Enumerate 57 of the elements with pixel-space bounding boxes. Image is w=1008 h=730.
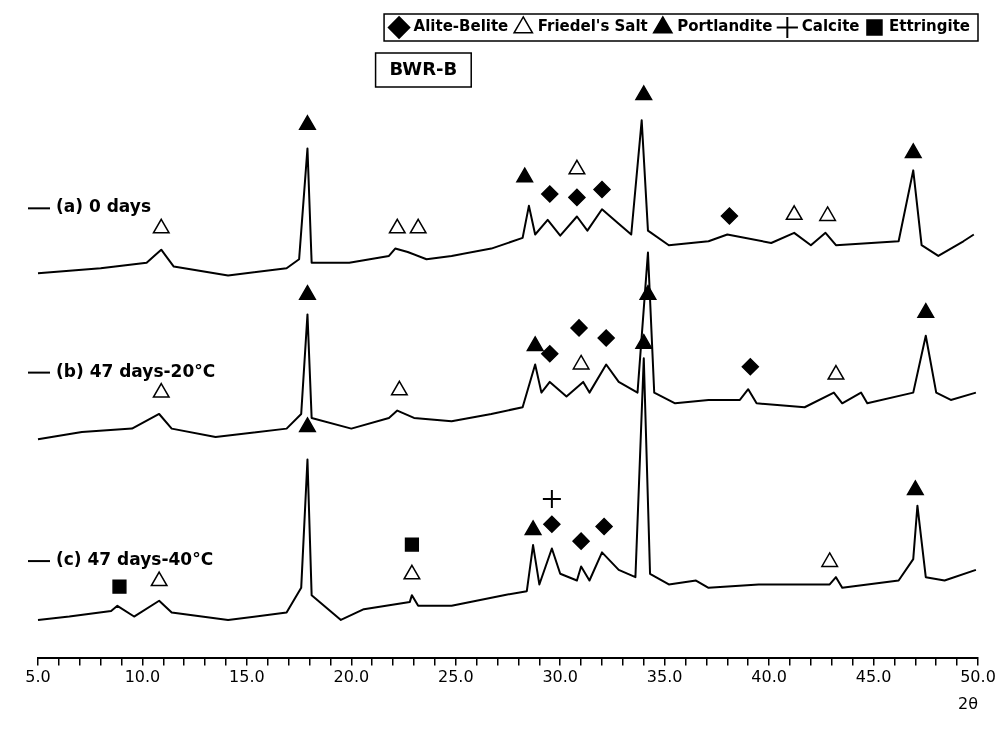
point xyxy=(298,417,317,433)
point xyxy=(152,218,170,234)
point xyxy=(541,488,562,509)
point xyxy=(543,515,561,534)
point xyxy=(388,218,406,234)
point xyxy=(568,159,586,175)
x-tick-label: 30.0 xyxy=(542,667,579,687)
legend-label: Ettringite xyxy=(888,17,970,36)
point xyxy=(572,354,590,370)
point xyxy=(516,167,534,183)
point xyxy=(404,537,420,552)
point xyxy=(524,520,542,536)
point xyxy=(152,382,170,398)
point xyxy=(298,115,317,131)
x-tick-label: 20.0 xyxy=(333,667,370,687)
legend-label: (b) 47 days-20°C xyxy=(56,360,216,381)
point xyxy=(720,207,739,225)
point xyxy=(570,319,588,337)
point xyxy=(541,185,559,203)
point xyxy=(150,571,168,587)
point xyxy=(819,206,837,222)
point xyxy=(298,284,317,300)
x-tick-label: 5.0 xyxy=(25,667,51,687)
legend-label: Calcite xyxy=(801,17,860,36)
point xyxy=(917,302,935,318)
legend-label: Portlandite xyxy=(677,17,773,36)
point xyxy=(785,205,803,221)
point xyxy=(112,579,127,594)
chart-title: BWR-B xyxy=(389,57,458,79)
point xyxy=(526,336,544,352)
point xyxy=(541,345,559,363)
legend-label: Friedel's Salt xyxy=(537,17,648,36)
x-tick-label: 15.0 xyxy=(229,667,265,687)
point xyxy=(906,480,924,496)
point xyxy=(904,143,922,159)
x-tick-label: 50.0 xyxy=(960,667,996,687)
point xyxy=(593,180,611,199)
x-tick-label: 45.0 xyxy=(855,667,892,687)
legend-label: (c) 47 days-40°C xyxy=(56,549,214,570)
point xyxy=(390,380,408,396)
legend-label: (a) 0 days xyxy=(56,196,151,217)
legend-label: Alite-Belite xyxy=(413,17,509,36)
point xyxy=(597,329,615,347)
x-axis-title: 2θ xyxy=(958,693,978,713)
x-tick-label: 10.0 xyxy=(124,667,161,687)
x-tick-label: 35.0 xyxy=(646,667,683,687)
point xyxy=(409,218,427,234)
point xyxy=(568,188,586,207)
point xyxy=(403,564,421,580)
x-tick-label: 25.0 xyxy=(437,667,474,687)
point xyxy=(741,357,760,376)
point xyxy=(821,552,839,568)
point xyxy=(635,85,653,101)
point xyxy=(595,517,613,536)
point xyxy=(572,532,590,550)
x-tick-label: 40.0 xyxy=(751,667,787,687)
point xyxy=(827,364,845,380)
